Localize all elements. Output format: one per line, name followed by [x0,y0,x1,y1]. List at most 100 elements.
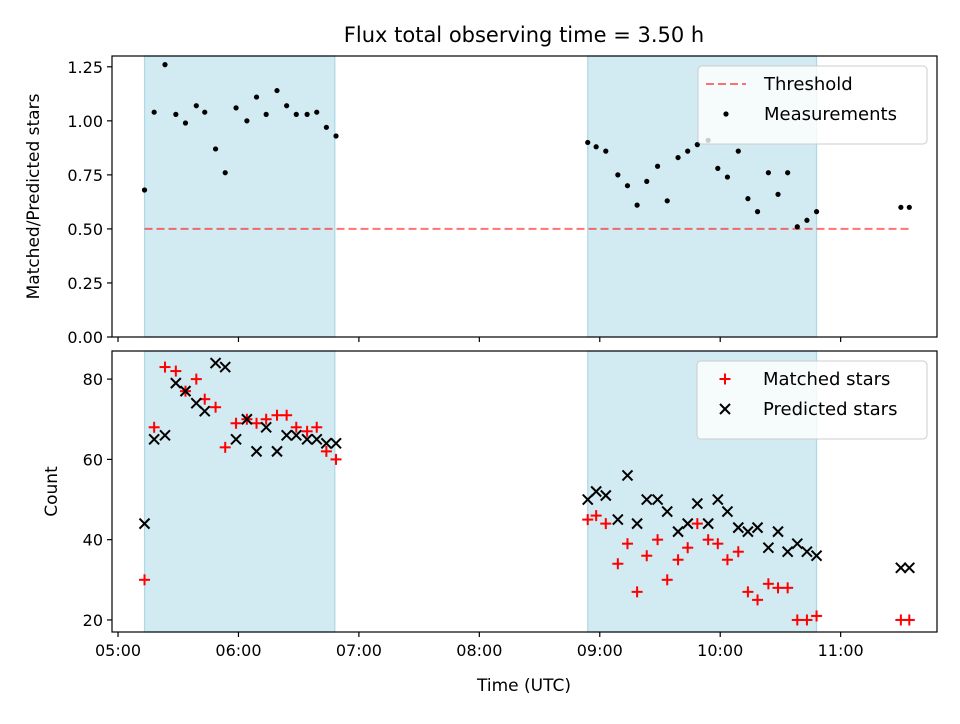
data-point [782,582,794,594]
data-point [615,172,621,178]
data-point [219,361,231,373]
data-point [791,537,803,550]
data-point [813,209,820,215]
data-point [290,421,302,433]
data-point [199,405,211,417]
y-tick-label: 80 [83,370,103,389]
data-point [159,429,171,442]
data-point [585,139,591,146]
legend-box [697,65,928,145]
data-point [621,469,634,482]
data-point [791,614,803,626]
x-tick-label: 08:00 [456,641,502,660]
data-point [230,417,242,429]
data-point [715,165,721,171]
data-point [735,148,741,154]
data-point [702,534,714,546]
series-matched-stars [139,361,915,626]
data-point [631,517,643,530]
data-point [271,445,283,458]
data-point [702,517,714,530]
data-point [251,417,263,429]
data-point [244,118,250,124]
data-point [182,120,189,126]
data-point [742,586,754,598]
data-point [895,562,907,574]
data-point [212,146,219,152]
series-measurements [141,62,912,230]
data-point [762,578,774,590]
y-tick-label: 1.00 [67,112,103,131]
data-point [712,538,724,550]
data-point [311,433,323,446]
data-point [139,574,151,586]
y-tick-label: 0.25 [67,274,103,293]
x-tick-label: 10:00 [697,641,743,660]
data-point [333,133,339,139]
x-tick-label: 06:00 [215,641,261,660]
data-point [138,517,151,530]
y-axis-label: Matched/Predicted stars [24,93,44,299]
data-point [219,441,231,453]
data-point [222,170,228,176]
data-point [765,170,771,176]
data-point [162,62,168,68]
data-point [170,365,182,377]
x-tick-label: 07:00 [336,641,382,660]
data-point [590,510,602,522]
data-point [712,493,724,506]
data-point [654,163,661,169]
data-point [762,541,775,554]
data-point [323,124,329,130]
data-point [898,204,904,210]
data-point [173,111,179,117]
data-point [179,385,192,397]
data-point [624,183,631,189]
data-point [675,154,681,161]
data-point [190,373,202,385]
legend-label: Matched stars [763,369,890,390]
count-panel: 20 40 60 80 05:00 06:00 07:00 08:00 09:00 10:00 11… [42,350,938,660]
data-point [612,513,624,526]
data-point [772,582,784,594]
data-point [593,144,599,150]
data-point [721,505,734,518]
data-point [754,209,761,215]
data-point [311,421,323,433]
y-tick-label: 20 [83,611,103,630]
data-point [582,514,594,526]
data-point [752,594,764,606]
data-point [600,518,612,530]
data-point [785,170,791,176]
data-point [320,437,333,450]
data-point [694,142,700,148]
data-point [634,202,640,208]
data-point [691,497,704,510]
y-tick-label: 0.00 [67,328,103,347]
data-point [170,377,182,389]
data-point [682,542,694,554]
data-point [721,554,733,566]
data-point [304,111,310,117]
data-point [263,111,269,117]
data-point [600,489,612,502]
data-point [202,109,208,115]
data-point [661,505,673,518]
data-point [210,401,222,413]
data-point [664,198,670,204]
count-plot-frame [111,350,938,633]
data-point [794,224,800,230]
data-point [672,525,684,538]
data-point [672,554,684,566]
data-point [732,546,744,558]
data-point [241,413,253,425]
y-tick-label: 0.50 [67,220,103,239]
data-point [330,453,342,465]
data-point [810,550,823,562]
data-point [775,191,781,197]
data-point [641,550,653,562]
x-axis-label: Time (UTC) [476,676,571,696]
data-point [281,409,293,421]
data-point [903,562,916,574]
